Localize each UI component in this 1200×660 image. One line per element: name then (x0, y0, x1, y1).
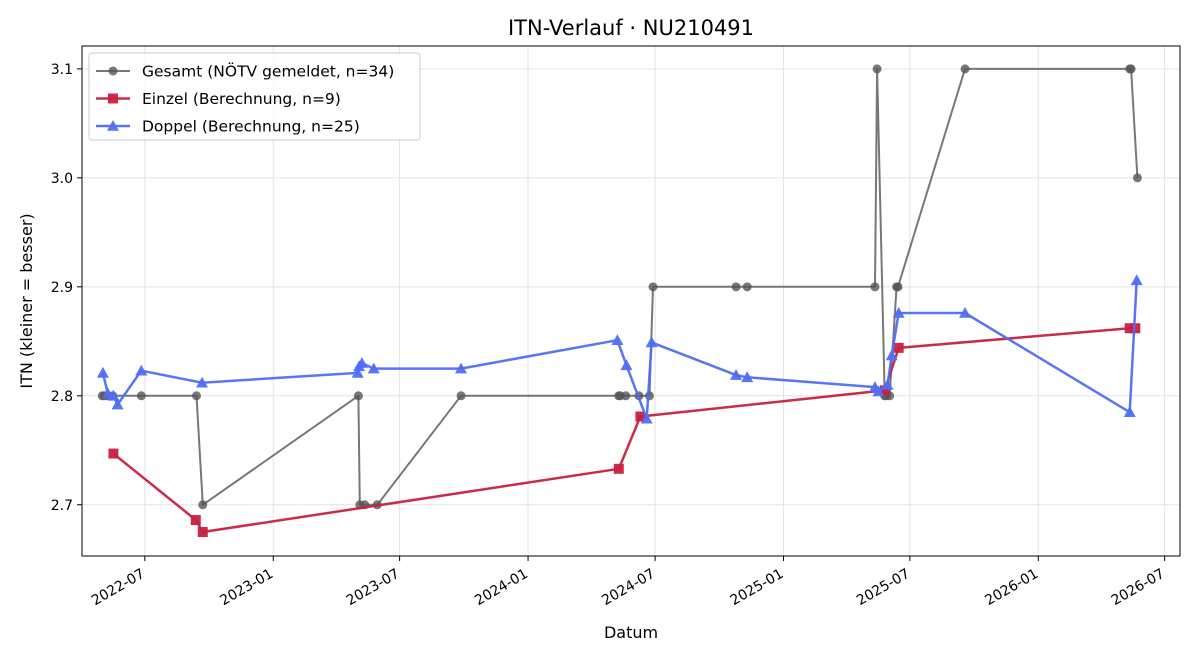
legend-box (88, 52, 421, 141)
data-point-einzel (1124, 323, 1135, 334)
data-point-gesamt (198, 500, 208, 510)
data-point-einzel (613, 463, 624, 474)
y-tick-label: 2.7 (51, 498, 73, 514)
chart-title: ITN-Verlauf · NU210491 (508, 16, 754, 40)
plot-frame (81, 45, 1181, 557)
data-point-gesamt (1126, 64, 1136, 74)
data-point-gesamt (731, 282, 741, 292)
data-point-gesamt (870, 282, 880, 292)
data-point-doppel (959, 306, 972, 318)
data-point-doppel (881, 378, 894, 390)
legend-label-doppel: Doppel (Berechnung, n=25) (142, 118, 360, 136)
data-point-doppel (135, 364, 148, 376)
data-point-gesamt (1132, 173, 1142, 183)
data-point-doppel (367, 362, 380, 374)
legend-marker-einzel (108, 93, 118, 104)
data-point-gesamt (742, 282, 752, 292)
y-axis-label: ITN (kleiner = besser) (17, 213, 36, 388)
y-tick-label: 2.8 (51, 389, 73, 405)
legend-marker-gesamt (108, 66, 118, 76)
series-doppel (96, 274, 1143, 424)
legend-label-einzel: Einzel (Berechnung, n=9) (142, 90, 341, 108)
y-tick-label: 2.9 (51, 280, 73, 296)
data-point-gesamt (960, 64, 970, 74)
data-point-doppel (196, 376, 209, 388)
legend: Gesamt (NÖTV gemeldet, n=34) Einzel (Bere… (88, 52, 421, 141)
data-point-doppel (645, 336, 658, 348)
data-point-doppel (107, 389, 120, 401)
data-point-einzel (197, 527, 208, 538)
data-point-gesamt (648, 282, 658, 292)
data-point-doppel (1123, 406, 1136, 417)
data-point-doppel (730, 369, 743, 380)
data-point-einzel (635, 411, 646, 422)
data-point-gesamt (872, 64, 882, 74)
data-point-doppel (611, 334, 624, 346)
data-point-gesamt (621, 391, 631, 401)
legend-marker-doppel (107, 120, 119, 131)
data-point-gesamt (353, 391, 363, 401)
data-point-doppel (455, 362, 468, 374)
data-point-einzel (190, 515, 201, 526)
data-point-einzel (879, 385, 890, 396)
data-point-einzel (893, 342, 904, 353)
data-point-doppel (620, 359, 633, 371)
data-point-gesamt (893, 282, 903, 292)
y-tick-label: 3.1 (51, 62, 73, 78)
data-point-doppel (111, 398, 124, 410)
data-point-doppel (885, 349, 898, 361)
y-tick-label: 3.0 (51, 171, 73, 187)
data-point-gesamt (191, 391, 201, 401)
series-layer (96, 64, 1143, 538)
data-point-doppel (640, 412, 653, 424)
data-point-gesamt (456, 391, 466, 401)
data-point-einzel (108, 448, 119, 459)
data-point-doppel (96, 366, 109, 378)
data-point-doppel (1130, 274, 1143, 286)
series-einzel (108, 323, 1141, 538)
data-point-doppel (351, 366, 364, 378)
legend-label-gesamt: Gesamt (NÖTV gemeldet, n=34) (142, 62, 394, 81)
data-point-doppel (872, 385, 885, 397)
x-axis-label: Datum (604, 623, 658, 642)
data-point-doppel (355, 357, 368, 368)
data-point-doppel (741, 371, 754, 383)
data-point-doppel (892, 306, 905, 318)
y-axis-ticks: 2.7 2.8 2.9 3.0 3.1 (51, 62, 82, 514)
data-point-gesamt (136, 391, 146, 401)
